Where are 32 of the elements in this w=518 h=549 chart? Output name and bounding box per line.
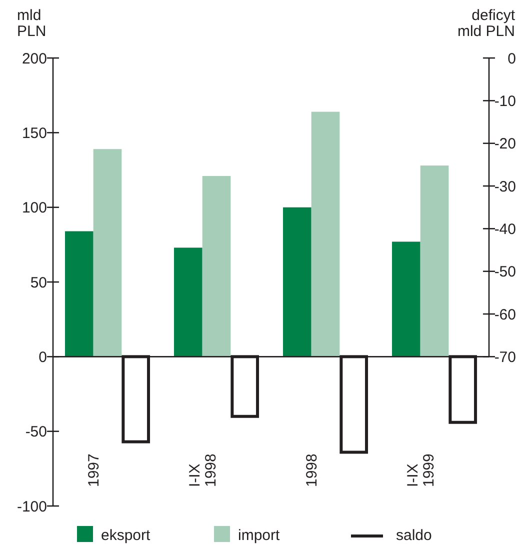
- y2-tick-label: -20: [494, 136, 516, 153]
- y-tick-label: 0: [38, 348, 47, 366]
- y2-tick-label: -70: [494, 348, 516, 366]
- legend-label: saldo: [396, 527, 432, 544]
- y-tick-label: 100: [22, 200, 47, 217]
- bar: [392, 242, 420, 357]
- y2-tick-label: 0: [508, 50, 516, 68]
- bar: [311, 112, 340, 357]
- bar: [174, 248, 202, 357]
- y2-tick-label: -10: [494, 92, 516, 110]
- bar: [202, 176, 231, 357]
- x-tick-label: 1997: [86, 454, 103, 487]
- x-tick-label: I-IX 1998: [186, 454, 220, 487]
- bar: [420, 166, 449, 357]
- y-axis-title: mld PLN: [17, 7, 46, 40]
- y2-tick-label: -40: [494, 220, 516, 238]
- legend-label: import: [238, 527, 281, 544]
- legend-label: eksport: [101, 527, 152, 544]
- y-tick-label: 150: [22, 124, 47, 142]
- x-tick-label: I-IX 1999: [404, 454, 438, 487]
- bar: [282, 207, 312, 357]
- y2-tick-label: -60: [494, 306, 516, 324]
- y-tick-label: -50: [25, 424, 47, 441]
- y2-tick-label: -30: [494, 178, 516, 196]
- y-tick-label: 50: [30, 274, 47, 292]
- y2-tick-label: -50: [494, 264, 516, 281]
- y-tick-label: 200: [22, 50, 47, 68]
- y2-axis-title: deficyt mld PLN: [457, 7, 516, 40]
- bar: [93, 149, 122, 357]
- y-tick-label: -100: [16, 498, 47, 516]
- bar: [64, 231, 94, 357]
- x-tick-label: 1998: [304, 454, 321, 487]
